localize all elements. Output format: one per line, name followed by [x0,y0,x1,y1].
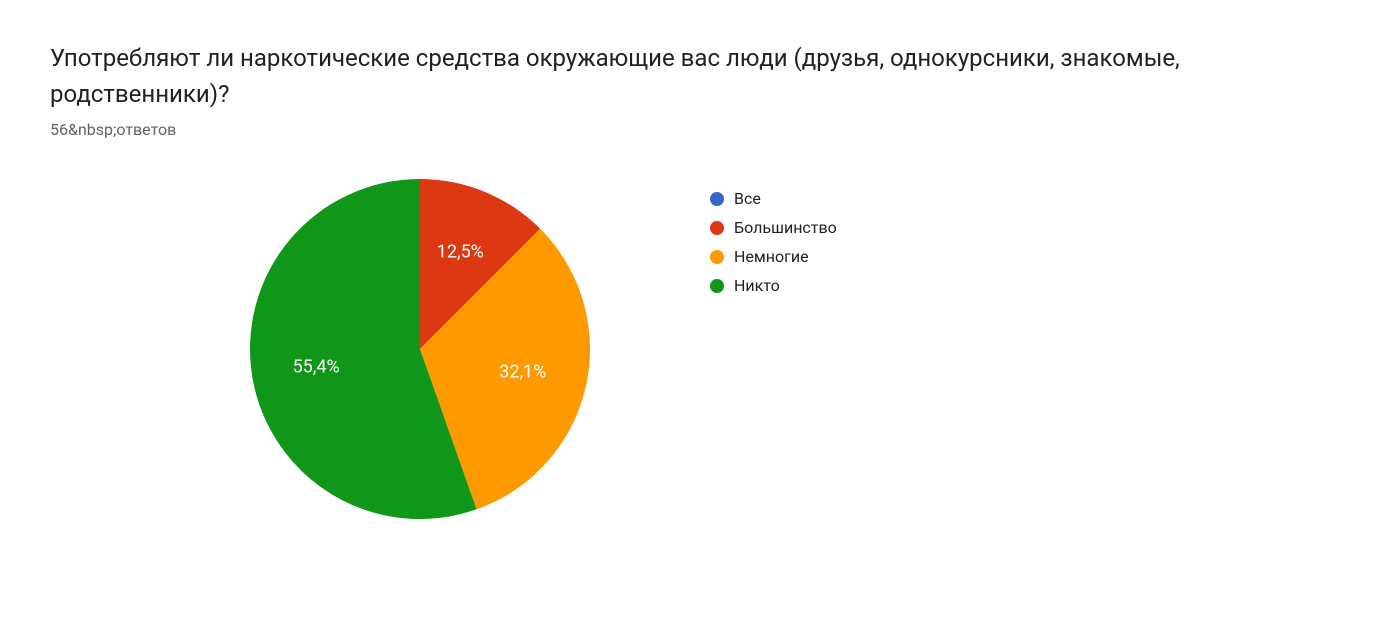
legend-label: Немногие [734,247,809,266]
legend-dot-icon [710,192,724,206]
legend-dot-icon [710,279,724,293]
legend-item-none[interactable]: Никто [710,276,837,295]
slice-label-few: 32,1% [499,362,546,383]
legend-dot-icon [710,221,724,235]
chart-subtitle: 56&nbsp;ответов [50,120,1329,139]
chart-area: 12,5% 32,1% 55,4% Все Большинство Немногие Ни… [50,179,1329,519]
slice-label-most: 12,5% [437,241,484,262]
legend-label: Никто [734,276,780,295]
slice-label-none: 55,4% [293,356,340,377]
legend-label: Большинство [734,218,837,237]
chart-title: Употребляют ли наркотические средства ок… [50,40,1329,112]
pie-chart: 12,5% 32,1% 55,4% [250,179,590,519]
legend-dot-icon [710,250,724,264]
legend-label: Все [734,189,761,208]
legend-item-all[interactable]: Все [710,189,837,208]
legend: Все Большинство Немногие Никто [710,179,837,295]
legend-item-most[interactable]: Большинство [710,218,837,237]
legend-item-few[interactable]: Немногие [710,247,837,266]
pie-svg [250,179,590,519]
chart-header: Употребляют ли наркотические средства ок… [50,40,1329,139]
